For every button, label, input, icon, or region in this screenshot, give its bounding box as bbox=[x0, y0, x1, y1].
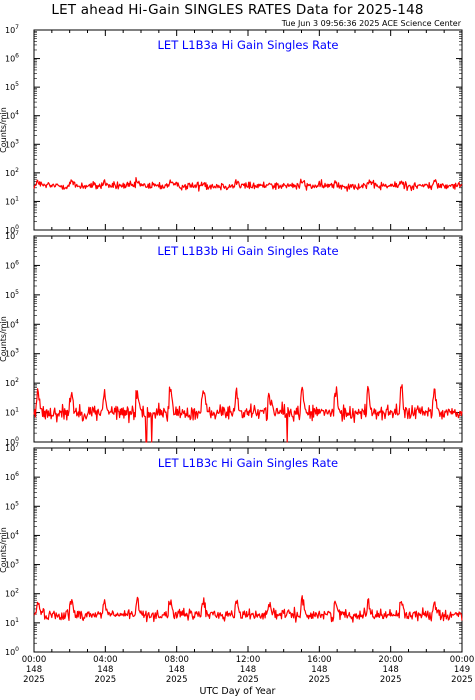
x-tick-label: 20:00 bbox=[378, 655, 403, 665]
x-tick-label: 00:00 bbox=[22, 655, 47, 665]
x-tick-label: 2025 bbox=[237, 675, 259, 685]
y-tick-label: 100 bbox=[5, 224, 19, 235]
page-title: LET ahead Hi-Gain SINGLES RATES Data for… bbox=[51, 2, 424, 18]
panel-title: LET L1B3b Hi Gain Singles Rate bbox=[157, 244, 338, 258]
y-tick-label: 103 bbox=[5, 559, 19, 570]
y-tick-label: 104 bbox=[5, 529, 19, 540]
x-tick-label: 2025 bbox=[166, 675, 188, 685]
x-tick-label: 08:00 bbox=[164, 655, 189, 665]
data-series-line bbox=[33, 595, 463, 623]
y-tick-label: 103 bbox=[5, 138, 19, 149]
x-tick-label: 148 bbox=[97, 665, 113, 675]
y-tick-label: 104 bbox=[5, 110, 19, 121]
x-tick-label: 2025 bbox=[309, 675, 331, 685]
y-tick-label: 101 bbox=[5, 407, 19, 418]
y-axis-label: Counts/min bbox=[0, 527, 8, 573]
y-tick-label: 105 bbox=[5, 500, 19, 511]
y-tick-label: 106 bbox=[5, 53, 19, 64]
x-tick-label: 148 bbox=[169, 665, 185, 675]
y-tick-label: 106 bbox=[5, 471, 19, 482]
y-tick-label: 100 bbox=[5, 646, 19, 657]
x-tick-label: 148 bbox=[383, 665, 399, 675]
data-series-line bbox=[33, 384, 463, 443]
x-tick-label: 00:00 bbox=[450, 655, 475, 665]
x-tick-label: 12:00 bbox=[236, 655, 261, 665]
y-tick-label: 107 bbox=[5, 24, 19, 35]
y-tick-label: 106 bbox=[5, 259, 19, 270]
data-series-line bbox=[33, 177, 463, 192]
panel-title: LET L1B3c Hi Gain Singles Rate bbox=[158, 456, 338, 470]
y-tick-label: 102 bbox=[5, 588, 19, 599]
y-tick-label: 102 bbox=[5, 377, 19, 388]
y-tick-label: 105 bbox=[5, 81, 19, 92]
x-tick-label: 148 bbox=[26, 665, 42, 675]
y-axis-label: Counts/min bbox=[0, 316, 8, 362]
y-tick-label: 100 bbox=[5, 436, 19, 447]
x-tick-label: 148 bbox=[240, 665, 256, 675]
y-axis-label: Counts/min bbox=[0, 107, 8, 153]
x-tick-label: 2025 bbox=[23, 675, 45, 685]
plot-frame bbox=[33, 29, 463, 231]
x-tick-label: 2025 bbox=[95, 675, 117, 685]
x-tick-label: 2025 bbox=[380, 675, 402, 685]
y-tick-label: 105 bbox=[5, 289, 19, 300]
x-tick-label: 148 bbox=[311, 665, 327, 675]
plot-frame bbox=[33, 447, 463, 653]
x-tick-label: 04:00 bbox=[93, 655, 118, 665]
x-tick-label: 2025 bbox=[451, 675, 473, 685]
y-tick-label: 107 bbox=[5, 230, 19, 241]
x-tick-label: 149 bbox=[454, 665, 470, 675]
y-tick-label: 102 bbox=[5, 167, 19, 178]
y-tick-label: 107 bbox=[5, 442, 19, 453]
x-tick-label: 16:00 bbox=[307, 655, 332, 665]
timestamp: Tue Jun 3 09:56:36 2025 ACE Science Cent… bbox=[281, 19, 461, 28]
y-tick-label: 101 bbox=[5, 617, 19, 628]
panel-title: LET L1B3a Hi Gain Singles Rate bbox=[158, 38, 339, 52]
y-tick-label: 104 bbox=[5, 318, 19, 329]
y-tick-label: 103 bbox=[5, 348, 19, 359]
y-tick-label: 101 bbox=[5, 195, 19, 206]
x-axis-label: UTC Day of Year bbox=[199, 686, 276, 697]
